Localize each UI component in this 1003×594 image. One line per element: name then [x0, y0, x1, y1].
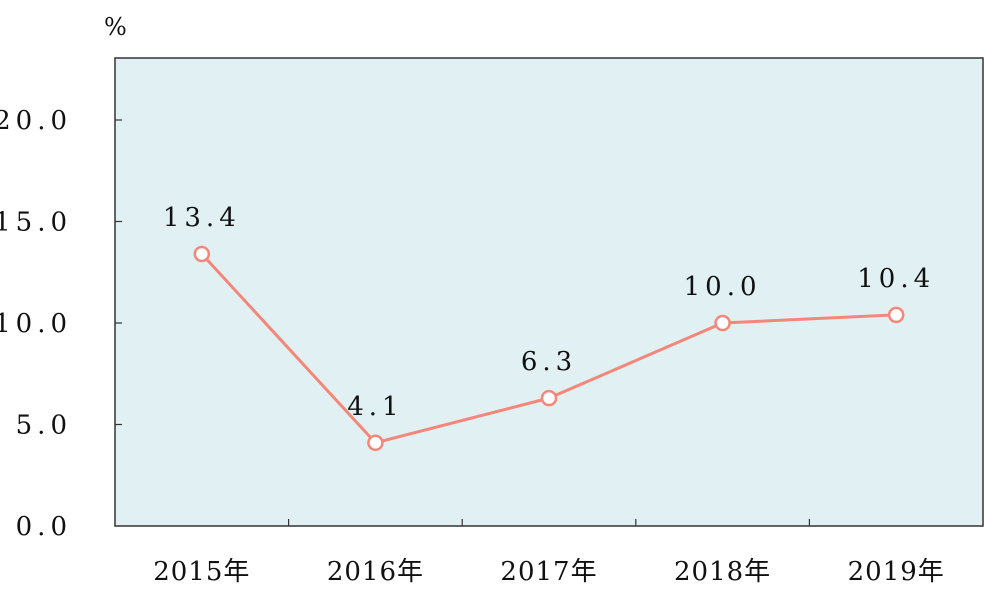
y-tick-label: 5.0	[16, 411, 72, 441]
data-value-label: 10.4	[857, 264, 935, 294]
plot-area	[114, 57, 984, 527]
y-tick-label: 20.0	[0, 106, 72, 136]
y-tick-label: 10.0	[0, 309, 72, 339]
x-axis-ticks: 2015年 2016年 2017年 2018年 2019年	[153, 519, 945, 587]
y-tick-label: 15.0	[0, 208, 72, 238]
data-value-label: 13.4	[163, 203, 241, 233]
data-point-marker	[367, 434, 384, 452]
series-layer: 13.4 4.1 6.3 10.0 10.4	[163, 203, 935, 452]
x-category-label: 2019年	[848, 557, 945, 587]
data-point-marker	[887, 306, 905, 324]
x-category-label: 2017年	[500, 557, 597, 587]
y-axis-ticks: 0.0 5.0 10.0 15.0 20.0	[0, 106, 122, 542]
data-value-label: 6.3	[521, 347, 577, 377]
data-point-marker	[540, 389, 558, 407]
data-value-label: 10.0	[684, 272, 762, 302]
x-category-label: 2018年	[674, 557, 771, 587]
data-value-label: 4.1	[347, 392, 403, 422]
x-category-label: 2016年	[327, 557, 424, 587]
data-point-marker	[193, 245, 211, 263]
y-axis-unit-label: %	[104, 13, 127, 41]
data-point-marker	[714, 314, 731, 332]
x-category-label: 2015年	[153, 557, 250, 587]
y-tick-label: 0.0	[16, 512, 72, 542]
